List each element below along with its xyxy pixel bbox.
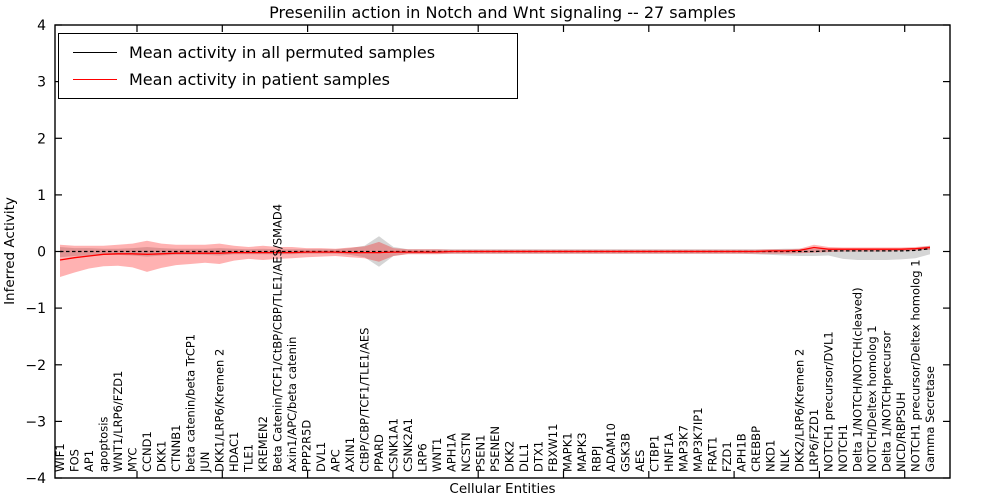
- x-category-label: CCND1: [140, 431, 154, 472]
- y-axis-label: Inferred Activity: [2, 197, 18, 305]
- x-category-label: MAPK1: [561, 432, 575, 472]
- x-category-label: Gamma Secretase: [923, 366, 937, 472]
- x-category-label: APC: [329, 449, 343, 472]
- x-category-label: FRAT1: [706, 437, 720, 472]
- x-category-label: DKK2: [503, 441, 517, 472]
- x-category-label: CSNK2A1: [401, 418, 415, 472]
- x-category-label: WNT1: [430, 438, 444, 472]
- x-category-label: LRP6: [416, 443, 430, 472]
- x-category-label: NCSTN: [459, 432, 473, 472]
- x-category-label: RBPJ: [590, 446, 604, 472]
- legend-item-permuted: Mean activity in all permuted samples: [73, 39, 517, 66]
- x-category-label: DKK1/LRP6/Kremen 2: [213, 349, 227, 472]
- y-tick-label: 4: [37, 18, 46, 34]
- x-category-label: DKK2/LRP6/Kremen 2: [793, 349, 807, 472]
- x-category-label: NLK: [778, 449, 792, 472]
- x-category-label: JUN: [198, 452, 212, 473]
- x-category-label: GSK3B: [619, 433, 633, 472]
- x-category-label: PSEN1: [474, 435, 488, 472]
- legend-item-patient: Mean activity in patient samples: [73, 66, 517, 93]
- y-tick-label: −3: [25, 414, 46, 430]
- x-category-label: PPP2R5D: [300, 420, 314, 472]
- x-category-label: apoptosis: [97, 417, 111, 472]
- x-category-label: LRP6/FZD1: [807, 409, 821, 472]
- x-category-label: DVL1: [314, 442, 328, 472]
- x-category-label: FZD1: [720, 441, 734, 472]
- y-tick-label: −4: [25, 471, 46, 487]
- x-category-label: MAP3K7IP1: [691, 407, 705, 472]
- y-tick-label: 1: [37, 188, 46, 204]
- x-category-label: MYC: [126, 448, 140, 472]
- x-category-label: MAP3K7: [677, 425, 691, 472]
- legend-label-permuted: Mean activity in all permuted samples: [129, 43, 436, 62]
- x-category-label: AES: [633, 450, 647, 472]
- x-category-label: Delta 1/NOTCHprecursor: [880, 331, 894, 472]
- x-category-label: CTNNB1: [169, 425, 183, 472]
- x-category-label: APH1B: [735, 433, 749, 472]
- legend: Mean activity in all permuted samples Me…: [58, 33, 518, 99]
- y-tick-label: 2: [37, 131, 46, 147]
- x-category-label: PSENEN: [488, 426, 502, 472]
- x-category-label: FBXW11: [546, 424, 560, 472]
- x-category-label: NOTCH1 precursor/Deltex homolog 1: [909, 259, 923, 472]
- x-axis-label: Cellular Entities: [449, 481, 556, 497]
- x-category-label: HNF1A: [662, 433, 676, 472]
- x-category-label: MAPK3: [575, 432, 589, 472]
- x-category-label: CREBBP: [749, 426, 763, 472]
- x-category-label: AXIN1: [343, 437, 357, 472]
- x-category-label: APH1A: [445, 433, 459, 472]
- x-category-label: DLL1: [517, 443, 531, 472]
- x-category-label: NOTCH1 precursor/DVL1: [822, 331, 836, 472]
- x-category-label: WIF1: [53, 443, 67, 472]
- x-category-label: WNT1/LRP6/FZD1: [111, 371, 125, 472]
- x-category-label: ADAM10: [604, 423, 618, 472]
- legend-line-sample-permuted: [73, 52, 117, 53]
- x-category-label: CSNK1A1: [387, 418, 401, 472]
- x-category-label: KREMEN2: [256, 416, 270, 472]
- x-category-label: beta catenin/beta TrCP1: [184, 334, 198, 472]
- x-category-label: FOS: [68, 449, 82, 472]
- x-category-label: Delta 1/NOTCH/NOTCH(cleaved): [851, 287, 865, 472]
- y-tick-label: −1: [25, 301, 46, 317]
- x-category-label: AP1: [82, 450, 96, 472]
- x-category-label: NOTCH/Deltex homolog 1: [865, 325, 879, 472]
- chart-title: Presenilin action in Notch and Wnt signa…: [269, 3, 736, 22]
- x-category-label: HDAC1: [227, 432, 241, 472]
- x-category-label: CtBP/CBP/TCF1/TLE1/AES: [358, 328, 372, 472]
- x-category-label: NOTCH1: [836, 424, 850, 472]
- patient-mean-line: [59, 246, 931, 261]
- x-category-label: Axin1/APC/beta catenin: [285, 337, 299, 472]
- x-category-label: DTX1: [532, 441, 546, 472]
- x-category-label: CTBP1: [648, 435, 662, 472]
- legend-label-patient: Mean activity in patient samples: [129, 70, 390, 89]
- x-category-label: DKK1: [155, 441, 169, 472]
- y-tick-label: 3: [37, 75, 46, 91]
- patient-confidence-band: [60, 240, 930, 277]
- x-category-label: TLE1: [242, 444, 256, 473]
- y-tick-label: 0: [37, 245, 46, 261]
- y-tick-label: −2: [25, 358, 46, 374]
- x-category-label: NKD1: [764, 440, 778, 472]
- x-category-label: Beta Catenin/TCF1/CtBP/CBP/TLE1/AES/SMAD…: [271, 204, 285, 472]
- x-category-label: NICD/RBPSUH: [894, 392, 908, 472]
- x-category-label: PPARD: [372, 434, 386, 472]
- legend-line-sample-patient: [73, 79, 117, 80]
